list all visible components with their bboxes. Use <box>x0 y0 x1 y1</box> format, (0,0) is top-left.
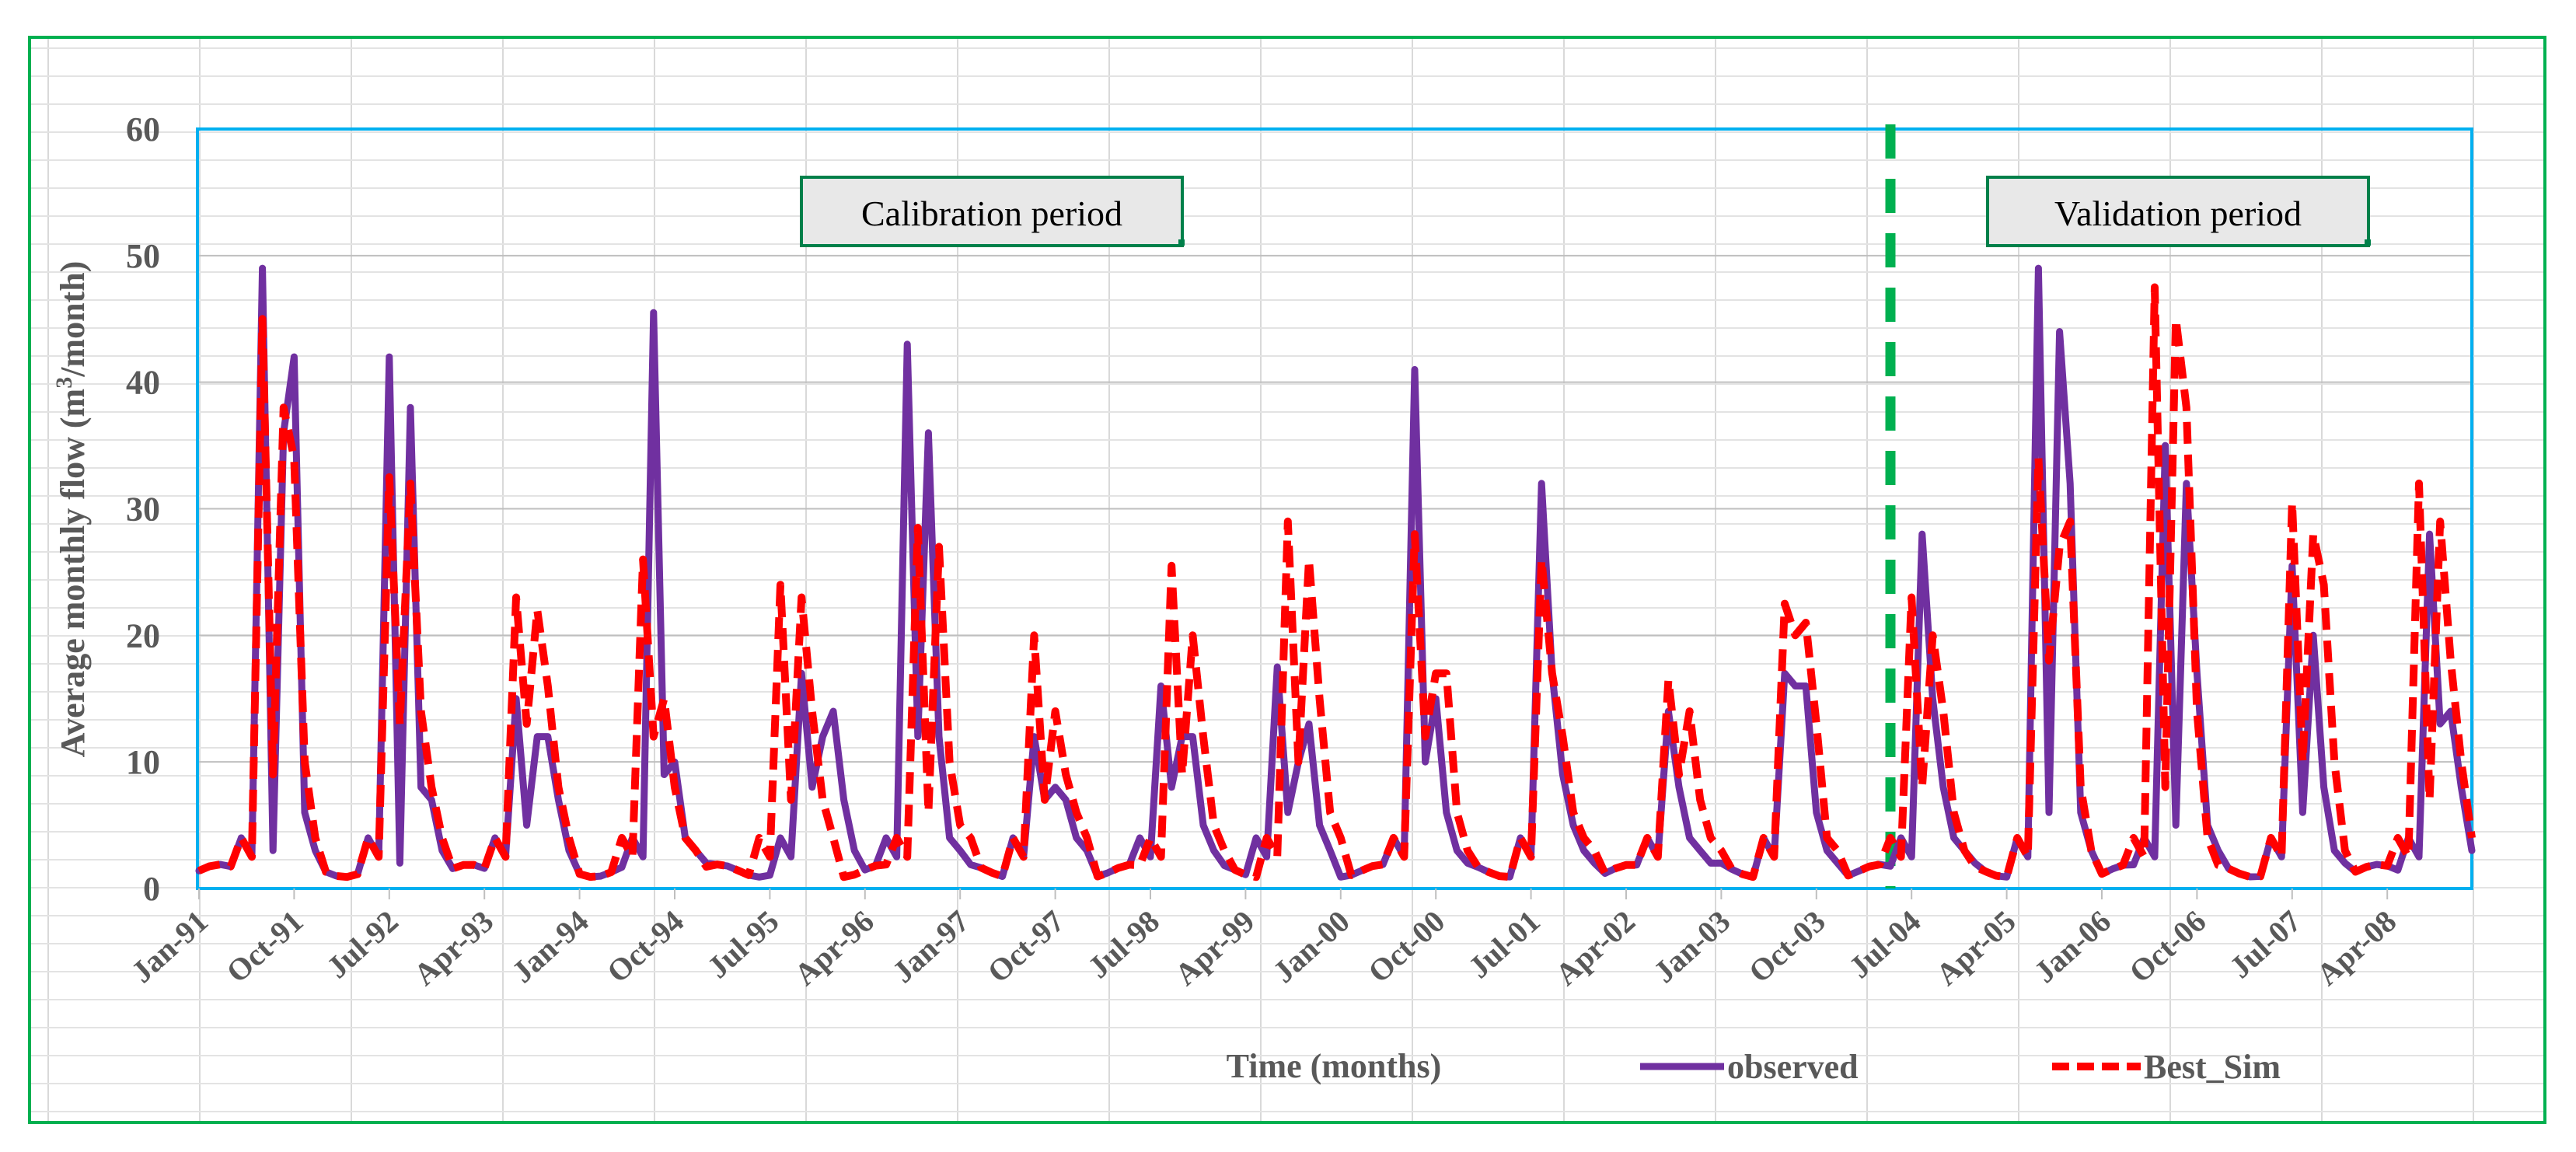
y-tick-label: 40 <box>126 364 160 402</box>
series-best-sim-line <box>197 283 2476 881</box>
y-tick-label: 20 <box>126 616 160 655</box>
validation-period-label: Validation period <box>2054 194 2302 233</box>
y-tick-label: 60 <box>126 110 160 148</box>
y-axis-ticks: 0 10 20 30 40 50 60 <box>126 110 160 908</box>
legend-best-sim-label: Best_Sim <box>2144 1048 2281 1086</box>
calibration-period-label: Calibration period <box>861 194 1122 233</box>
y-tick-label: 0 <box>143 870 160 908</box>
y-tick-label: 50 <box>126 237 160 275</box>
y-tick-label: 10 <box>126 743 160 781</box>
x-axis-title: Time (months) <box>1227 1047 1442 1085</box>
plot-area-border <box>196 127 2473 890</box>
validation-period-box: Validation period <box>1986 176 2371 247</box>
y-tick-label: 30 <box>126 490 160 529</box>
legend-observed-label: observed <box>1727 1048 1859 1086</box>
calibration-period-box: Calibration period <box>800 176 1185 247</box>
legend: observed Best_Sim <box>1640 1048 2281 1086</box>
y-axis-title: Average monthly flow (m3/month) <box>51 261 92 758</box>
